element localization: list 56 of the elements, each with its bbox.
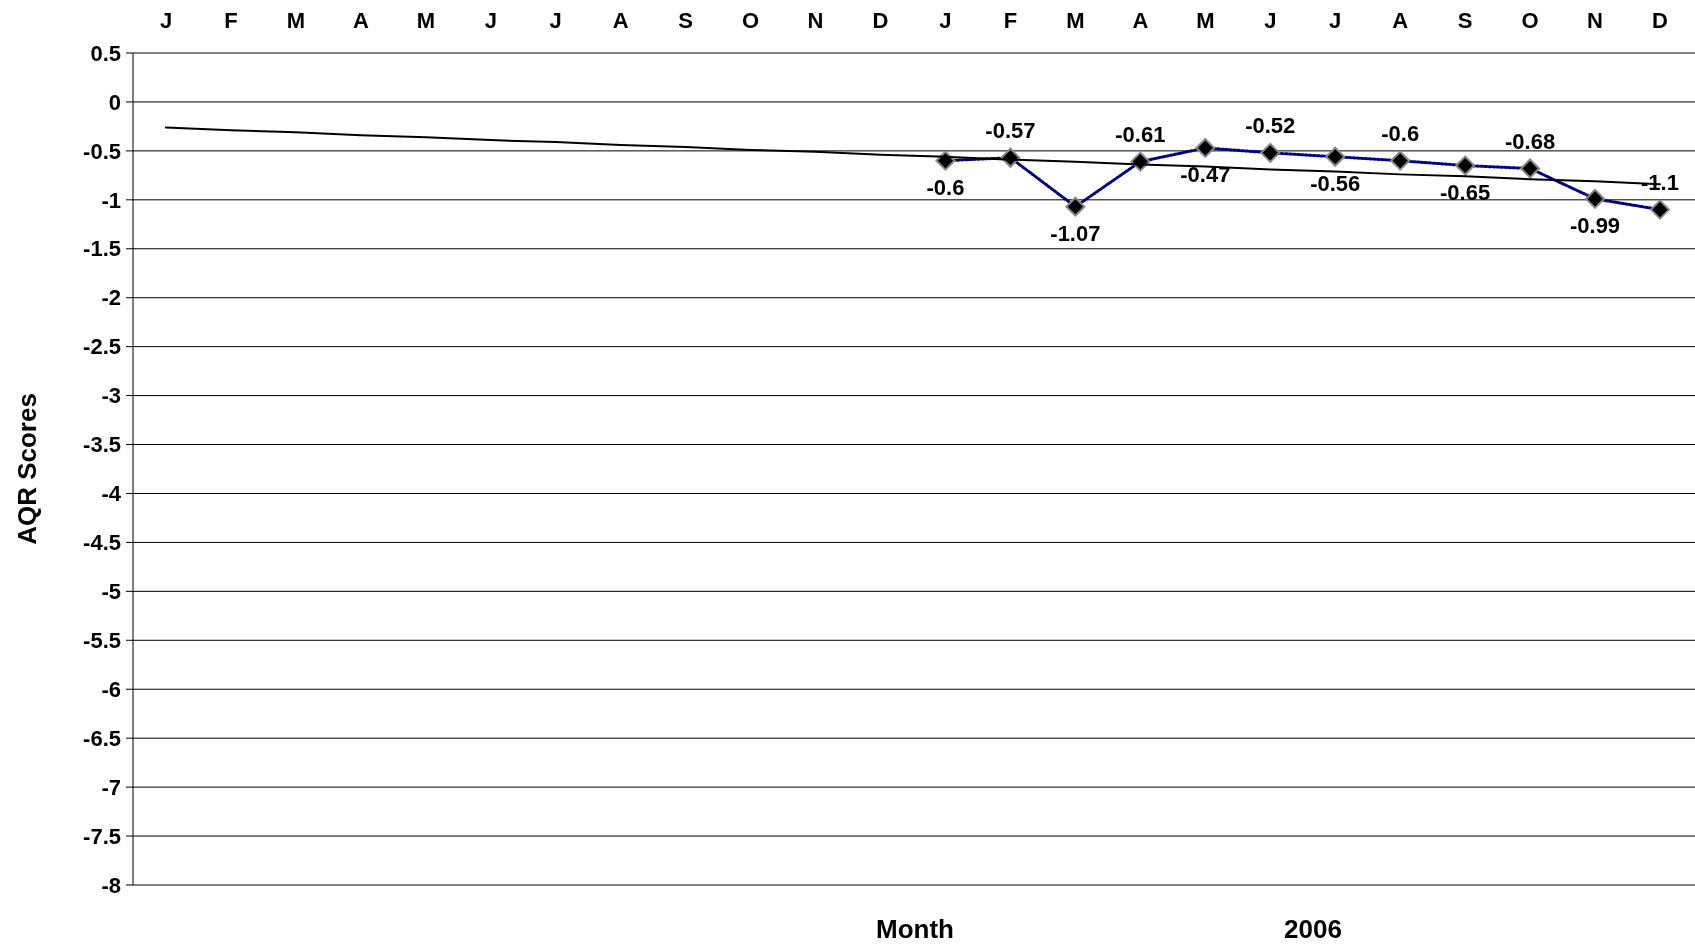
data-label: -0.99 — [1569, 212, 1621, 238]
x-tick-label: M — [1066, 8, 1085, 33]
x-tick-label: N — [1587, 8, 1603, 33]
x-tick-label: O — [742, 8, 760, 33]
x-tick-label: F — [224, 8, 238, 33]
y-tick-label: -3.5 — [83, 432, 121, 458]
x-tick-label: S — [1457, 8, 1473, 33]
x-tick-label: A — [1392, 8, 1409, 33]
data-label: -0.68 — [1505, 128, 1556, 154]
x-tick-label: M — [416, 8, 435, 33]
x-tick-label: A — [352, 8, 369, 33]
y-axis-title: AQR Scores — [12, 393, 42, 545]
y-tick-label: -4.5 — [83, 530, 121, 556]
y-tick-label: -1 — [101, 187, 121, 213]
data-label: -0.56 — [1310, 170, 1361, 196]
y-tick-label: -0.5 — [83, 138, 121, 164]
y-tick-label: -7.5 — [83, 823, 121, 849]
x-tick-label: O — [1521, 8, 1539, 33]
y-tick-label: -7 — [101, 774, 121, 800]
x-tick-label: J — [1329, 8, 1342, 33]
x-axis-title: Month — [876, 914, 954, 944]
y-tick-label: -5.5 — [83, 627, 121, 653]
data-label: -0.52 — [1245, 112, 1296, 138]
y-tick-label: -4 — [101, 481, 122, 507]
data-label: -0.47 — [1180, 161, 1231, 187]
y-tick-label: 0 — [108, 89, 121, 115]
data-label: -0.6 — [1381, 120, 1420, 146]
data-label: -0.57 — [985, 117, 1036, 143]
y-tick-label: -3 — [101, 383, 121, 409]
x-tick-label: M — [286, 8, 306, 33]
y-tick-label: -1.5 — [83, 236, 121, 262]
data-label: -0.61 — [1115, 121, 1166, 147]
y-tick-label: 0.5 — [90, 40, 121, 66]
x-tick-label: D — [872, 8, 889, 33]
x-tick-label: D — [1652, 8, 1668, 33]
y-tick-label: -5 — [101, 579, 121, 605]
x-tick-label: J — [1264, 8, 1277, 33]
data-label: -0.65 — [1440, 179, 1491, 205]
x-tick-label: J — [939, 8, 952, 33]
x-tick-label: A — [612, 8, 629, 33]
x-tick-label: A — [1132, 8, 1149, 33]
x-tick-label: J — [159, 8, 173, 33]
x-tick-label: F — [1003, 8, 1018, 33]
x-tick-label: M — [1196, 8, 1215, 33]
x-tick-label: S — [678, 8, 693, 33]
text: 2006 — [1284, 914, 1342, 944]
data-label: -1.07 — [1050, 220, 1101, 246]
y-tick-label: -2.5 — [83, 334, 121, 360]
data-label: -0.6 — [926, 174, 965, 200]
x-tick-label: J — [549, 8, 562, 33]
x-tick-label: N — [807, 8, 824, 33]
x-tick-label: J — [484, 8, 497, 33]
y-tick-label: -6.5 — [83, 725, 121, 751]
y-tick-label: -2 — [101, 285, 121, 311]
y-tick-label: -8 — [101, 872, 121, 898]
y-tick-label: -6 — [101, 676, 121, 702]
